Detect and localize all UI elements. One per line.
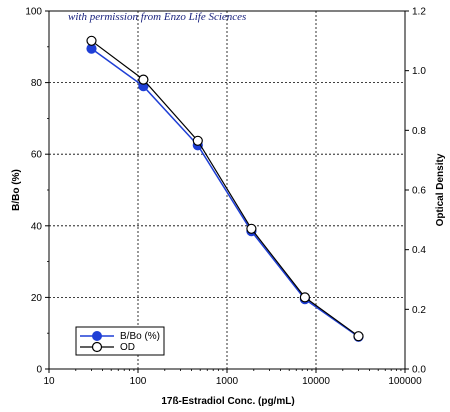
y-right-tick-label: 1.0 — [412, 66, 426, 77]
x-axis-title: 17ß-Estradiol Conc. (pg/mL) — [161, 396, 294, 407]
y-left-axis-title: B/Bo (%) — [11, 169, 22, 211]
y-left-tick-label: 40 — [31, 221, 43, 232]
annotation: with permission from Enzo Life Sciences — [68, 11, 246, 23]
y-right-ticks: 0.0 0.2 0.4 0.6 0.8 1.0 1.2 — [405, 7, 426, 376]
data-point-od — [353, 331, 364, 342]
series-layer — [86, 35, 364, 342]
x-tick-label: 10000 — [302, 376, 330, 387]
x-ticks: 10 100 1000 10000 100000 — [43, 369, 422, 387]
y-right-tick-label: 1.2 — [412, 7, 426, 18]
y-right-tick-label: 0.6 — [412, 186, 426, 197]
data-point-od — [299, 292, 310, 303]
series-line-od — [91, 40, 359, 337]
x-tick-label: 100 — [130, 376, 147, 387]
y-left-tick-label: 80 — [31, 78, 43, 89]
y-left-ticks: 0 20 40 60 80 100 — [25, 7, 49, 376]
legend-marker-bbo — [92, 331, 102, 341]
y-left-tick-label: 100 — [25, 7, 42, 18]
y-left-tick-label: 60 — [31, 150, 43, 161]
y-right-tick-label: 0.4 — [412, 245, 426, 256]
y-right-tick-label: 0.8 — [412, 126, 426, 137]
series-line-bbo — [91, 47, 359, 338]
x-tick-label: 1000 — [216, 376, 239, 387]
data-point-od — [192, 135, 203, 146]
y-right-tick-label: 0.0 — [412, 365, 426, 376]
y-left-tick-label: 0 — [36, 365, 42, 376]
data-point-od — [86, 35, 97, 46]
legend-marker-od — [91, 341, 103, 353]
legend-label-od: OD — [120, 342, 135, 353]
legend-label-bbo: B/Bo (%) — [120, 331, 160, 342]
y-left-tick-label: 20 — [31, 293, 43, 304]
x-tick-label: 10 — [43, 376, 55, 387]
y-right-axis-title: Optical Density — [435, 153, 446, 226]
y-right-tick-label: 0.2 — [412, 305, 426, 316]
data-point-od — [138, 74, 149, 85]
x-tick-label: 100000 — [388, 376, 422, 387]
legend-box — [75, 326, 165, 356]
legend: B/Bo (%) OD — [75, 326, 165, 356]
grid — [49, 11, 405, 369]
data-point-od — [246, 223, 257, 234]
